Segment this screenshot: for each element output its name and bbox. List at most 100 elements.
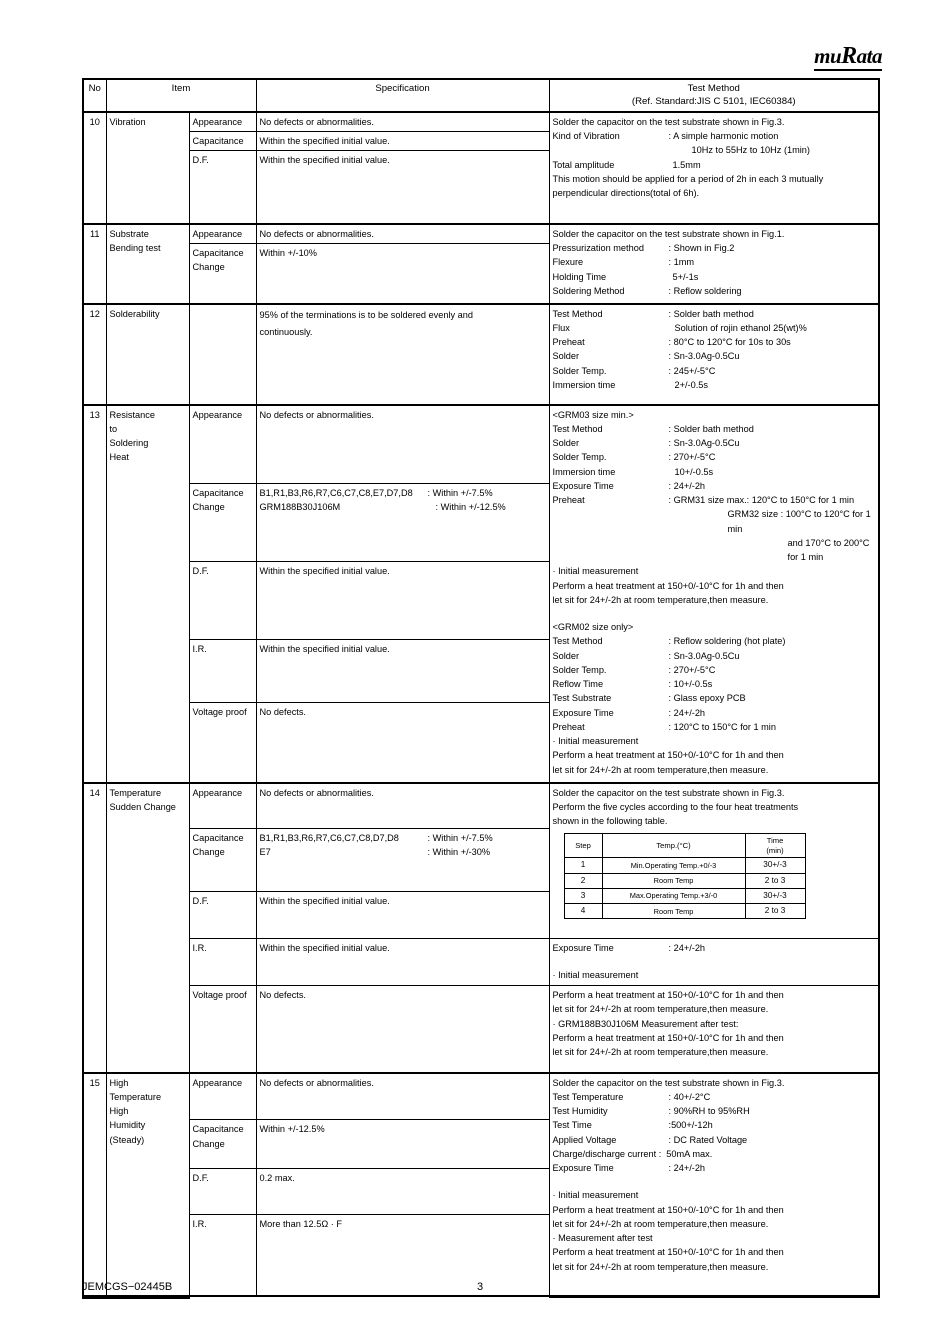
test-tail: This motion should be applied for a peri… bbox=[552, 173, 824, 184]
header-test-method-line1: Test Method bbox=[687, 83, 740, 94]
heat-treatment-line: let sit for 24+/-2h at room temperature,… bbox=[552, 764, 769, 775]
test-intro: shown in the following table. bbox=[552, 816, 668, 827]
table-row: D.F. Within the specified initial value. bbox=[83, 560, 879, 641]
subrow-label-capacitance-change: Capacitance Change bbox=[188, 243, 257, 305]
spec-cell-capacitance-change: B1,R1,B3,R6,R7,C6,C7,C8,D7,D8: Within +/… bbox=[255, 828, 550, 893]
subrow-label-appearance: Appearance bbox=[188, 222, 257, 245]
test-kv: Test Method: Reflow soldering (hot plate… bbox=[552, 636, 786, 647]
subrow-label-df: D.F. bbox=[188, 560, 257, 641]
measurement-note: · GRM188B30J106M Measurement after test: bbox=[552, 1018, 739, 1029]
step-temp: Room Temp bbox=[601, 903, 746, 920]
spacer bbox=[553, 1175, 876, 1188]
spec-cell: More than 12.5Ω · F bbox=[255, 1213, 550, 1297]
step-header-step: Step bbox=[563, 833, 603, 859]
test-kv: Exposure Time: 24+/-2h bbox=[552, 707, 706, 718]
test-method-cell-15: Solder the capacitor on the test substra… bbox=[548, 1071, 881, 1297]
row-item-solderability: Solderability bbox=[105, 302, 190, 406]
initial-measurement: · Initial measurement bbox=[552, 1190, 639, 1201]
test-intro: Solder the capacitor on the test substra… bbox=[552, 787, 785, 798]
step-table-row: 3 Max.Operating Temp.+3/-0 30+/-3 bbox=[563, 887, 806, 905]
test-kv: Solder: Sn-3.0Ag-0.5Cu bbox=[552, 438, 740, 449]
heat-treatment-line: Perform a heat treatment at 150+0/-10°C … bbox=[552, 990, 784, 1001]
heat-treatment-line: let sit for 24+/-2h at room temperature,… bbox=[552, 1004, 769, 1015]
test-kv: Exposure Time: 24+/-2h bbox=[552, 943, 706, 954]
test-kv: Holding Time 5+/-1s bbox=[552, 271, 699, 282]
step-number: 2 bbox=[563, 872, 603, 889]
test-kv: Test Time:500+/-12h bbox=[552, 1120, 713, 1131]
page-number: 3 bbox=[476, 1281, 484, 1293]
test-kv: Immersion time 2+/-0.5s bbox=[552, 379, 708, 390]
spec-cell: Within +/-10% bbox=[255, 243, 550, 305]
subrow-label-capacitance-change: Capacitance Change bbox=[188, 1119, 257, 1169]
test-kv: Exposure Time: 24+/-2h bbox=[552, 1163, 706, 1174]
table-bottom-edge bbox=[82, 1294, 881, 1299]
spec-cell: No defects or abnormalities. bbox=[255, 1071, 550, 1121]
step-table-header-row: Step Temp.(°C) Time (min) bbox=[563, 833, 806, 859]
row-item-temperature-sudden-change: Temperature Sudden Change bbox=[105, 781, 190, 1074]
spec-cell: 0.2 max. bbox=[255, 1167, 550, 1215]
murata-logo: muRata bbox=[782, 44, 883, 71]
test-kv: Reflow Time: 10+/-0.5s bbox=[552, 679, 713, 690]
row-no-15: 15 bbox=[82, 1071, 107, 1297]
spec-pair: B1,R1,B3,R6,R7,C6,C7,C8,D7,D8: Within +/… bbox=[259, 833, 493, 844]
subrow-label-ir: I.R. bbox=[188, 1213, 257, 1297]
step-number: 3 bbox=[563, 887, 603, 905]
table-row: Capacitance Within the specified initial… bbox=[83, 131, 879, 152]
test-kv: Solder Temp.: 245+/-5°C bbox=[552, 365, 716, 376]
subrow-label-df: D.F. bbox=[188, 1167, 257, 1215]
test-method-cell-11: Solder the capacitor on the test substra… bbox=[548, 222, 881, 305]
initial-measurement: · Initial measurement bbox=[552, 736, 639, 747]
step-table-row: 2 Room Temp 2 to 3 bbox=[563, 872, 806, 889]
step-temp: Min.Operating Temp.+0/-3 bbox=[601, 857, 746, 874]
preheat-extra: and 170°C to 200°C for 1 min bbox=[787, 537, 870, 563]
block-title: <GRM03 size min.> bbox=[552, 409, 634, 420]
subrow-label-appearance: Appearance bbox=[188, 781, 257, 830]
table-row: 11 Substrate Bending test Appearance No … bbox=[82, 222, 881, 305]
table-row: 15 High Temperature High Humidity (Stead… bbox=[82, 1071, 881, 1297]
test-intro: Solder the capacitor on the test substra… bbox=[552, 116, 785, 127]
preheat-extra: GRM32 size : 100°C to 120°C for 1 min bbox=[727, 509, 871, 534]
spacer bbox=[553, 607, 876, 620]
test-intro: Solder the capacitor on the test substra… bbox=[552, 228, 785, 239]
table-row: Capacitance Change Within +/-12.5% bbox=[83, 1119, 879, 1169]
spec-pair: GRM188B30J106M: Within +/-12.5% bbox=[259, 501, 506, 512]
spacer bbox=[553, 955, 876, 968]
test-kv: Flexure: 1mm bbox=[552, 257, 695, 268]
header-test-method-line2: (Ref. Standard:JIS C 5101, IEC60384) bbox=[631, 96, 796, 108]
subrow-label-capacitance: Capacitance bbox=[188, 131, 257, 152]
spec-cell: No defects or abnormalities. bbox=[255, 781, 550, 830]
row-no-14: 14 bbox=[82, 781, 107, 1074]
spec-cell: No defects or abnormalities. bbox=[255, 222, 550, 245]
block-title: <GRM02 size only> bbox=[552, 622, 634, 633]
document-id: JEMCGS−02445B bbox=[82, 1281, 173, 1293]
test-kv: Preheat: GRM31 size max.: 120°C to 150°C… bbox=[552, 495, 855, 506]
step-header-time: Time (min) bbox=[744, 833, 806, 859]
table-row: Voltage proof No defects. bbox=[83, 701, 879, 784]
spec-cell: No defects. bbox=[255, 985, 550, 1074]
test-method-cell-10: Solder the capacitor on the test substra… bbox=[548, 110, 881, 225]
subrow-label-appearance: Appearance bbox=[188, 403, 257, 484]
step-header-temp: Temp.(°C) bbox=[601, 833, 746, 859]
subrow-label-df: D.F. bbox=[188, 150, 257, 225]
heat-treatment-line: let sit for 24+/-2h at room temperature,… bbox=[552, 1218, 769, 1229]
test-kv: Test Substrate: Glass epoxy PCB bbox=[552, 693, 746, 704]
heat-treatment-line: Perform a heat treatment at 150+0/-10°C … bbox=[552, 580, 784, 591]
heat-treatment-line: Perform a heat treatment at 150+0/-10°C … bbox=[552, 750, 784, 761]
test-kv: x10Hz to 55Hz to 10Hz (1min) bbox=[691, 145, 810, 156]
test-kv: Charge/discharge current :50mA max. bbox=[552, 1148, 713, 1159]
step-time: 30+/-3 bbox=[744, 887, 806, 905]
table-row: 10 Vibration Appearance No defects or ab… bbox=[82, 110, 881, 225]
subrow-label-appearance: Appearance bbox=[188, 1071, 257, 1121]
reliability-spec-table: No Item Specification Test Method (Ref. … bbox=[82, 78, 881, 1299]
heat-treatment-line: let sit for 24+/-2h at room temperature,… bbox=[552, 1261, 769, 1272]
row-item-resistance-soldering-heat: Resistance to Soldering Heat bbox=[105, 403, 190, 784]
subrow-label-appearance: Appearance bbox=[188, 110, 257, 133]
heat-treatment-line: Perform a heat treatment at 150+0/-10°C … bbox=[552, 1204, 784, 1215]
header-item: Item bbox=[105, 78, 257, 113]
step-time: 30+/-3 bbox=[744, 857, 806, 874]
table-row: D.F. Within the specified initial value. bbox=[83, 891, 879, 940]
heat-treatment-line: let sit for 24+/-2h at room temperature,… bbox=[552, 594, 769, 605]
heat-treatment-step-table: Step Temp.(°C) Time (min) 1 Min.Operatin… bbox=[563, 833, 806, 920]
heat-treatment-line: let sit for 24+/-2h at room temperature,… bbox=[552, 1047, 769, 1058]
test-kv: Pressurization method: Shown in Fig.2 bbox=[552, 243, 735, 254]
